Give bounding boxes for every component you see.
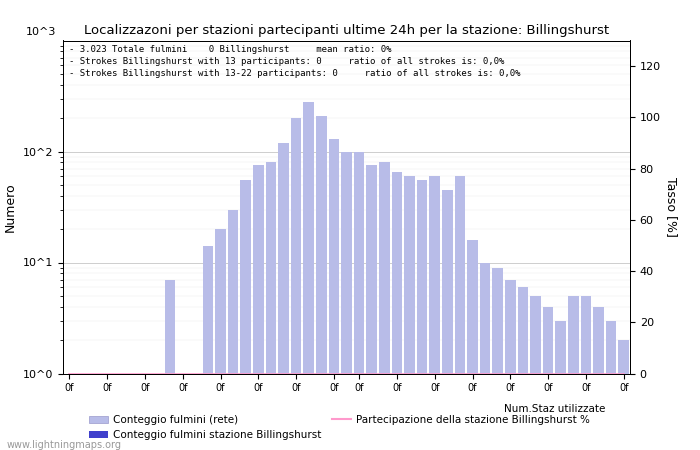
Bar [228,210,239,450]
Bar [517,287,528,450]
Bar [102,374,113,450]
Bar [618,340,629,450]
Text: www.lightningmaps.org: www.lightningmaps.org [7,440,122,450]
Bar [480,262,491,450]
Bar [139,374,150,450]
Bar [467,240,478,450]
Bar [404,176,415,450]
Bar [177,374,188,450]
Bar [64,374,75,450]
Bar [240,180,251,450]
Bar [391,172,402,450]
Bar [379,162,390,450]
Bar [316,116,327,450]
Bar [127,374,138,450]
Bar [429,176,440,450]
Bar [505,280,516,450]
Bar [265,162,276,450]
Y-axis label: Tasso [%]: Tasso [%] [664,177,678,237]
Bar [492,268,503,450]
Bar [354,152,365,450]
Bar [542,306,554,450]
Bar [555,320,566,450]
Bar [341,152,352,450]
Bar [593,306,604,450]
Bar [76,374,88,450]
Bar [568,296,579,450]
Bar [530,296,541,450]
Bar [253,165,264,450]
Text: Num.Staz utilizzate: Num.Staz utilizzate [504,404,606,414]
Title: Localizzazoni per stazioni partecipanti ultime 24h per la stazione: Billingshurs: Localizzazoni per stazioni partecipanti … [84,23,609,36]
Bar [442,190,453,450]
Bar [278,143,289,450]
Bar [366,165,377,450]
Bar [190,374,201,450]
Legend: Conteggio fulmini (rete), Conteggio fulmini stazione Billingshurst, Partecipazio: Conteggio fulmini (rete), Conteggio fulm… [89,415,590,440]
Bar [152,374,163,450]
Bar [303,102,314,450]
Bar [89,374,100,450]
Bar [215,229,226,450]
Bar [416,180,428,450]
Bar [606,320,617,450]
Bar [328,139,339,450]
Bar [580,296,592,450]
Text: - 3.023 Totale fulmini    0 Billingshurst     mean ratio: 0%
- Strokes Billingsh: - 3.023 Totale fulmini 0 Billingshurst m… [69,45,520,78]
Bar [202,246,214,450]
Y-axis label: Numero: Numero [4,182,18,232]
Text: 10^3: 10^3 [26,27,57,37]
Bar [164,280,176,450]
Bar [454,176,466,450]
Bar [290,118,302,450]
Bar [114,374,125,450]
